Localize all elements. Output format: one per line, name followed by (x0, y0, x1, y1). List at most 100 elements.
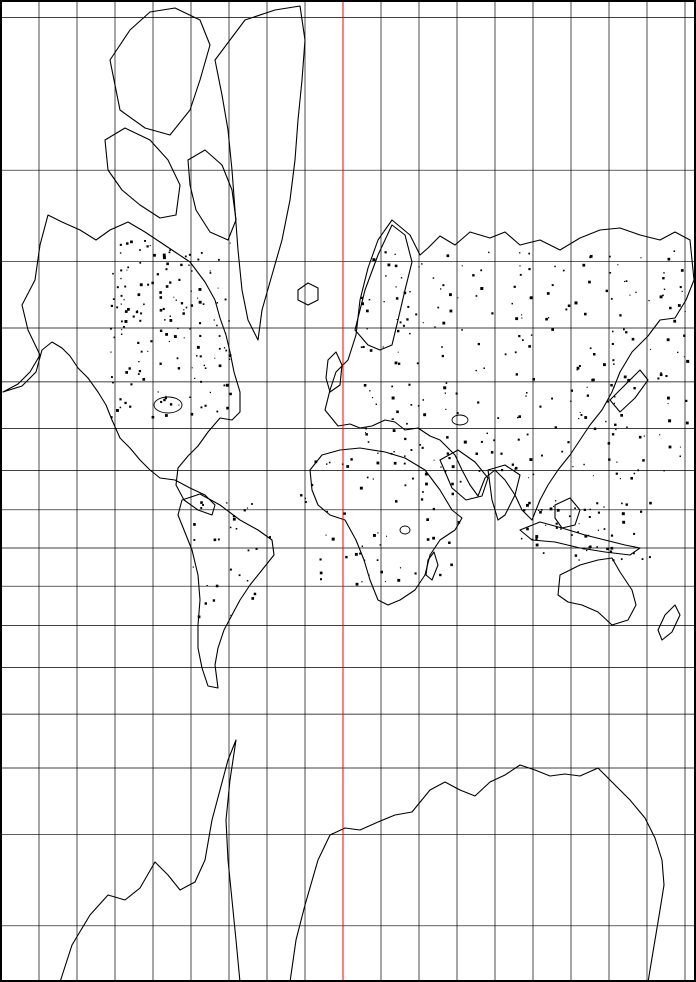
island-speck (497, 417, 500, 419)
island-speck (159, 291, 162, 294)
island-speck (119, 252, 122, 254)
island-speck (531, 538, 534, 541)
island-speck (579, 412, 581, 413)
island-speck (216, 302, 219, 304)
island-speck (159, 329, 163, 332)
island-speck (603, 528, 606, 530)
island-speck (608, 458, 611, 461)
island-speck (124, 310, 128, 313)
island-speck (197, 615, 201, 619)
island-speck (513, 285, 516, 288)
island-speck (232, 515, 235, 518)
island-speck (515, 466, 518, 470)
island-speck (169, 403, 173, 406)
island-speck (570, 389, 573, 392)
island-speck (455, 392, 458, 395)
island-speck (230, 614, 232, 617)
island-speck (410, 449, 413, 451)
island-speck (611, 342, 614, 345)
island-speck (120, 269, 123, 272)
scandinavia-coastline (354, 224, 413, 351)
island-speck (127, 308, 130, 311)
island-speck (164, 319, 166, 321)
island-speck (409, 332, 411, 335)
island-speck (120, 303, 122, 305)
island-speck (199, 334, 202, 337)
island-speck (677, 351, 679, 354)
island-speck (614, 396, 616, 398)
island-speck (404, 455, 406, 457)
island-speck (228, 320, 230, 322)
island-speck (212, 599, 216, 602)
island-specks (110, 240, 690, 619)
island-speck (368, 298, 371, 301)
island-speck (515, 373, 518, 376)
island-speck (578, 418, 580, 420)
island-speck (562, 269, 565, 272)
island-speck (511, 463, 514, 466)
island-speck (528, 252, 530, 255)
island-speck (130, 383, 133, 386)
island-speck (198, 288, 202, 291)
island-speck (561, 450, 564, 453)
lake-victoria (399, 525, 411, 535)
island-speck (399, 321, 402, 324)
island-speck (175, 299, 177, 301)
island-speck (253, 592, 257, 596)
island-speck (180, 263, 183, 267)
island-speck (619, 314, 622, 317)
greenland-coastline (214, 5, 306, 341)
island-speck (623, 375, 627, 379)
island-speck (448, 457, 451, 460)
island-speck (567, 304, 571, 307)
island-speck (414, 572, 417, 575)
island-speck (519, 252, 521, 254)
island-speck (176, 357, 179, 360)
island-speck (213, 538, 217, 542)
island-speck (409, 291, 411, 293)
island-speck (376, 461, 380, 465)
island-speck (540, 509, 543, 511)
island-speck (551, 328, 554, 331)
island-speck (451, 482, 454, 486)
island-speck (583, 463, 585, 466)
island-speck (546, 292, 550, 295)
island-speck (377, 452, 379, 454)
island-speck (606, 400, 609, 403)
island-speck (606, 547, 609, 551)
island-speck (426, 538, 430, 541)
island-speck (162, 307, 165, 310)
island-speck (588, 516, 591, 518)
island-speck (269, 536, 271, 539)
island-speck (419, 444, 422, 446)
island-speck (422, 399, 424, 401)
island-speck (475, 452, 478, 455)
island-speck (422, 322, 424, 324)
island-speck (202, 504, 204, 506)
island-speck (449, 309, 453, 313)
island-speck (147, 350, 149, 352)
island-speck (596, 546, 598, 548)
island-speck (483, 367, 485, 369)
island-speck (238, 574, 241, 577)
island-speck (394, 253, 396, 255)
island-speck (673, 319, 677, 323)
island-speck (625, 331, 628, 334)
island-speck (589, 347, 592, 350)
island-speck (641, 558, 644, 560)
island-speck (586, 549, 588, 552)
island-speck (343, 512, 346, 515)
island-speck (173, 335, 177, 338)
island-speck (501, 469, 504, 472)
island-speck (685, 399, 688, 402)
island-speck (120, 277, 122, 280)
island-speck (229, 392, 232, 396)
island-speck (440, 288, 442, 290)
island-speck (139, 319, 142, 322)
island-speck (391, 418, 393, 420)
island-speck (193, 539, 196, 541)
island-speck (132, 315, 135, 318)
island-speck (151, 281, 154, 285)
island-speck (451, 492, 454, 496)
island-speck (393, 451, 395, 453)
